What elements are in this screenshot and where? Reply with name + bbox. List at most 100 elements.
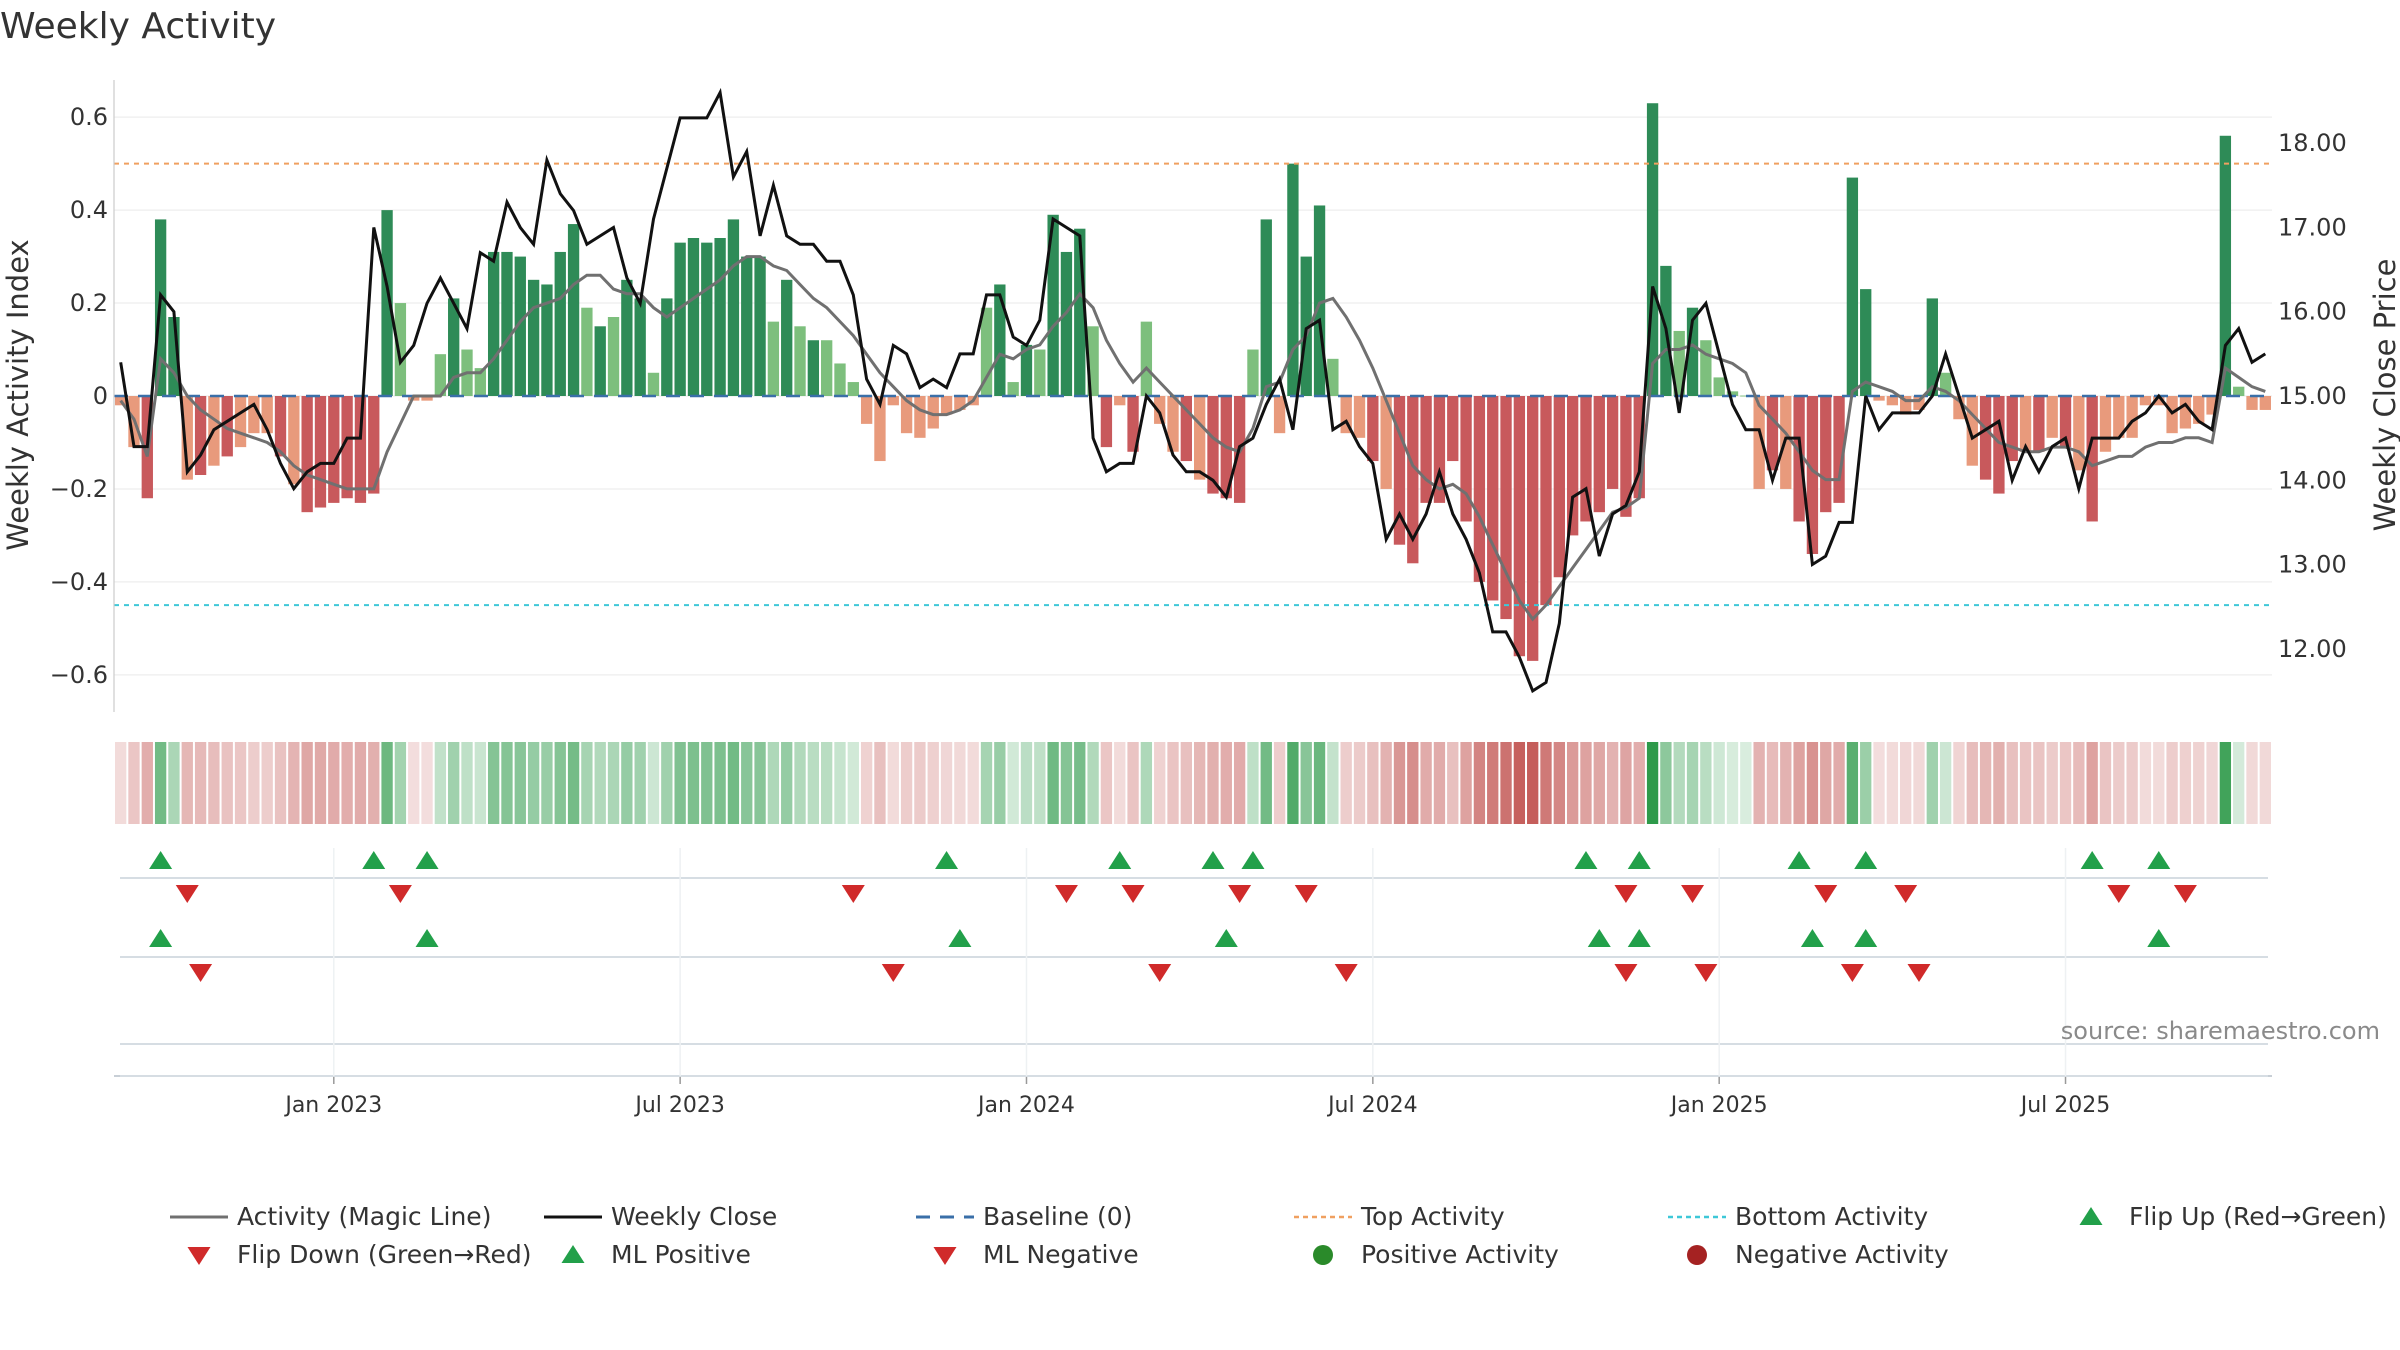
- activity-strip-cell: [581, 742, 593, 824]
- chart-title: Weekly Activity: [0, 6, 276, 47]
- flip-up-marker: [1574, 851, 1598, 869]
- activity-strip-cell: [741, 742, 753, 824]
- flip-down-marker: [1294, 885, 1318, 903]
- legend-swatch-down-triangle: [187, 1247, 211, 1265]
- activity-strip-cell: [2166, 742, 2178, 824]
- activity-bar: [1540, 396, 1552, 606]
- activity-bar: [234, 396, 247, 448]
- activity-bar: [1979, 396, 1992, 480]
- legend-swatch-circle: [1687, 1245, 1707, 1265]
- activity-strip-cell: [940, 742, 953, 824]
- activity-strip-cell: [1020, 742, 1033, 824]
- activity-bar: [1180, 396, 1192, 462]
- activity-strip-cell: [954, 742, 966, 824]
- activity-bar: [1460, 396, 1472, 522]
- activity-strip-cell: [1074, 742, 1086, 824]
- signal-markers: [120, 848, 2268, 1077]
- activity-bar: [1433, 396, 1446, 503]
- activity-strip-cell: [2033, 742, 2045, 824]
- activity-strip-cell: [1913, 742, 1925, 824]
- activity-strip-cell: [1780, 742, 1792, 824]
- activity-bar: [2259, 396, 2271, 410]
- activity-strip-cell: [314, 742, 327, 824]
- activity-strip-cell: [1820, 742, 1832, 824]
- activity-bar: [994, 284, 1006, 396]
- activity-strip-cell: [887, 742, 899, 824]
- activity-strip-cell: [2113, 742, 2125, 824]
- activity-bar: [2113, 396, 2125, 438]
- flip-up-marker: [415, 851, 439, 869]
- activity-strip-cell: [2139, 742, 2152, 824]
- ml-negative-marker: [1840, 964, 1864, 982]
- legend-label: Bottom Activity: [1735, 1202, 1928, 1231]
- grid-layer: [114, 116, 2272, 676]
- activity-bar: [2073, 396, 2085, 471]
- activity-bar: [621, 279, 633, 396]
- flip-down-marker: [1614, 885, 1638, 903]
- activity-strip-cell: [900, 742, 913, 824]
- activity-bar: [314, 396, 327, 508]
- axes: 0.6 0.4 0.2 0 −0.2 −0.4 −0.6 18.00 17.00 16.00 15.…: [50, 80, 2347, 1118]
- activity-bar: [1766, 396, 1779, 471]
- activity-bar: [980, 307, 993, 396]
- activity-strip-cell: [1233, 742, 1246, 824]
- x-tick-label: Jan 2024: [976, 1093, 1075, 1118]
- activity-strip-cell: [2153, 742, 2165, 824]
- activity-bar: [448, 298, 460, 396]
- activity-bar: [2019, 396, 2032, 452]
- activity-strip-cell: [1100, 742, 1113, 824]
- activity-strip-cell: [1114, 742, 1126, 824]
- activity-strip-cell: [1220, 742, 1232, 824]
- activity-strip-cell: [994, 742, 1006, 824]
- activity-strip-cell: [2086, 742, 2098, 824]
- activity-strip-cell: [1260, 742, 1272, 824]
- activity-bar: [1580, 396, 1592, 522]
- activity-bar: [847, 382, 859, 396]
- activity-bar: [2006, 396, 2018, 462]
- activity-bar: [1260, 219, 1272, 396]
- activity-strip-cell: [474, 742, 486, 824]
- activity-bar: [2153, 396, 2165, 406]
- legend-label: ML Positive: [611, 1240, 751, 1269]
- activity-bar: [554, 251, 566, 396]
- activity-bar: [1420, 396, 1432, 503]
- activity-bar: [2193, 396, 2205, 424]
- activity-bar: [2179, 396, 2192, 429]
- activity-bar: [181, 396, 193, 480]
- legend-item: ML Positive: [561, 1240, 751, 1269]
- activity-bar: [2046, 396, 2058, 438]
- activity-bar: [661, 298, 673, 396]
- activity-bar: [1913, 396, 1925, 410]
- activity-bar: [1300, 256, 1312, 396]
- activity-bar: [527, 279, 540, 396]
- flip-down-marker: [841, 885, 865, 903]
- activity-bar: [1140, 321, 1153, 396]
- activity-bar: [887, 396, 899, 406]
- line-series: [119, 87, 2267, 694]
- activity-bar: [2033, 396, 2045, 452]
- legend-label: Positive Activity: [1361, 1240, 1559, 1269]
- activity-strip-cell: [1500, 742, 1512, 824]
- activity-strip-cell: [128, 742, 140, 824]
- activity-strip-cell: [2073, 742, 2085, 824]
- activity-bar: [248, 396, 260, 434]
- activity-strip-cell: [248, 742, 260, 824]
- activity-strip-cell: [821, 742, 833, 824]
- flip-down-marker: [175, 885, 199, 903]
- activity-strip-cell: [1553, 742, 1565, 824]
- activity-strip-cell: [2206, 742, 2218, 824]
- y-right-tick-label: 18.00: [2278, 129, 2347, 157]
- flip-up-marker: [362, 851, 386, 869]
- y-left-tick-label: −0.6: [50, 661, 108, 689]
- activity-strip-cell: [2219, 742, 2232, 824]
- activity-strip-cell: [1953, 742, 1965, 824]
- activity-strip-cell: [2126, 742, 2138, 824]
- activity-strip-cell: [607, 742, 620, 824]
- ml-positive-marker: [948, 929, 972, 947]
- activity-bar: [1553, 396, 1565, 578]
- flip-down-marker: [1894, 885, 1918, 903]
- activity-strip-cell: [1766, 742, 1779, 824]
- activity-bar: [2206, 396, 2218, 415]
- activity-strip-cell: [1993, 742, 2005, 824]
- ml-positive-marker: [1627, 929, 1651, 947]
